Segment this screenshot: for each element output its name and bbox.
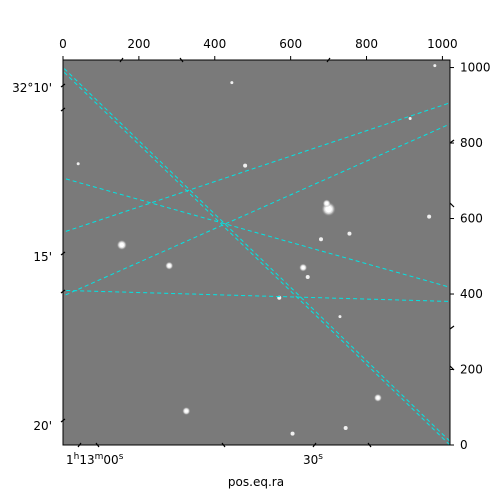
star-10 [427,214,432,219]
star-core-5 [325,201,329,206]
star-20 [76,162,80,166]
star-core-3 [301,265,305,270]
right-tick-label-400: 400 [460,287,483,301]
star-core-12 [376,396,380,400]
coordinate-grid [63,66,450,445]
right-pixel-axis: 0 200 400 600 800 1000 [450,61,491,452]
dec-tick-label-2: 15' [33,250,52,264]
dec-grid-line-5 [63,289,450,302]
sky-image-background [63,60,450,445]
star-18 [408,117,412,121]
ra-grid-line-1 [63,70,450,445]
ra-tick-label-2: 30s [303,452,323,467]
top-tick-label-1000: 1000 [427,37,458,51]
star-field [76,64,437,436]
dec-tick-label-1: 32°10' [12,81,52,95]
star-core-1 [119,242,125,248]
star-core-2 [167,264,171,268]
top-tick-label-400: 400 [203,37,226,51]
star-15 [290,431,295,436]
dec-tick-label-3: 20' [33,419,52,433]
top-pixel-axis: 0 200 400 600 800 1000 [59,37,458,60]
ra-grid-line-3 [63,123,450,297]
top-tick-label-800: 800 [355,37,378,51]
star-8 [305,275,310,280]
ra-tick-label-1: 1h13m00s [66,452,124,467]
star-6 [319,237,323,242]
top-tick-label-200: 200 [127,37,150,51]
right-tick-label-200: 200 [460,363,483,377]
right-tick-label-1000: 1000 [460,61,491,75]
right-tick-label-0: 0 [460,438,468,452]
star-17 [433,64,437,68]
star-19 [338,315,342,319]
star-core-4 [325,205,332,213]
dec-grid-line-4 [63,66,450,443]
top-tick-label-0: 0 [59,37,67,51]
ra-grid-line-2 [63,177,450,288]
star-core-14 [184,409,188,413]
right-tick-label-800: 800 [460,136,483,150]
celestial-tick-marks [60,57,455,448]
star-11 [243,163,248,168]
star-16 [230,81,234,85]
top-tick-label-600: 600 [279,37,302,51]
dec-grid-line-6 [63,102,450,233]
star-13 [343,426,348,431]
right-tick-label-600: 600 [460,212,483,226]
plot-frame [62,59,451,446]
star-9 [347,231,352,236]
x-axis-label: pos.eq.ra [228,475,284,489]
